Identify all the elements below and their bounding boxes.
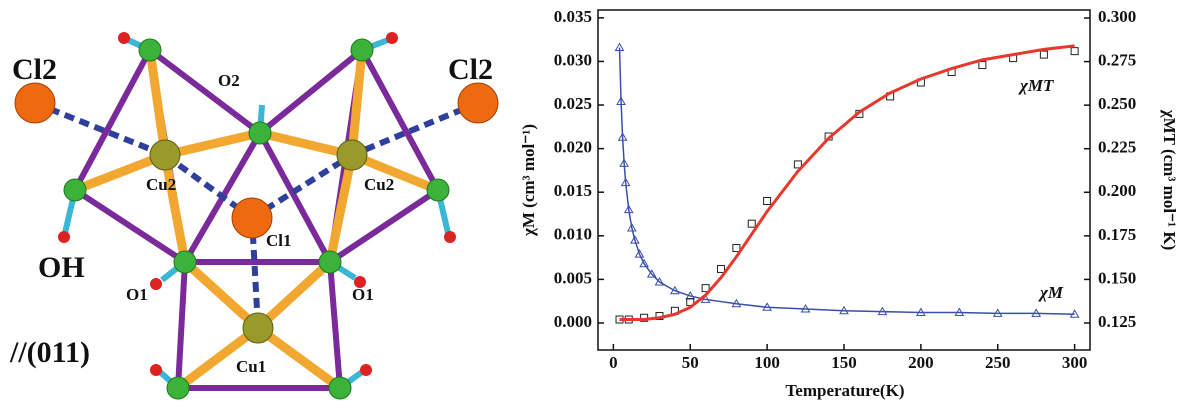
atom-label: Cl2 xyxy=(12,53,57,86)
atom-label: Cl1 xyxy=(266,231,292,250)
y2-tick-label: 0.300 xyxy=(1098,7,1136,26)
y2-tick-label: 0.275 xyxy=(1098,50,1136,69)
y2-tick-label: 0.175 xyxy=(1098,225,1136,244)
x-tick-label: 0 xyxy=(609,353,618,372)
x-tick-label: 100 xyxy=(754,353,780,372)
y2-tick-label: 0.200 xyxy=(1098,181,1136,200)
x-tick-label: 50 xyxy=(682,353,699,372)
atom-label: Cu1 xyxy=(236,357,266,376)
x-tick-label: 250 xyxy=(985,353,1011,372)
series-line xyxy=(620,46,1075,320)
y-axis-label: χM (cm³ mol⁻¹) xyxy=(519,124,538,237)
y-tick-label: 0.005 xyxy=(554,268,592,287)
y-tick-label: 0.020 xyxy=(554,138,592,157)
y-tick-label: 0.030 xyxy=(554,50,592,69)
y-tick-label: 0.000 xyxy=(554,312,592,331)
plane-label: //(011) xyxy=(9,336,90,369)
atom-label: Cu2 xyxy=(146,175,176,194)
series-label: χMT xyxy=(1018,76,1054,95)
x-tick-label: 150 xyxy=(831,353,857,372)
y-tick-label: 0.010 xyxy=(554,225,592,244)
data-point xyxy=(764,197,771,204)
data-point xyxy=(979,62,986,69)
atom-label: OH xyxy=(38,251,85,284)
data-point xyxy=(1071,48,1078,55)
y-tick-label: 0.025 xyxy=(554,94,592,113)
atom-label: O2 xyxy=(218,71,240,90)
x-tick-label: 200 xyxy=(908,353,934,372)
y2-axis-label: χMT (cm³ mol⁻¹ K) xyxy=(1160,109,1179,250)
x-tick-label: 300 xyxy=(1062,353,1088,372)
structure-diagram: Cl2 Cl2 O2 Cu2 Cu2 Cl1 OH O1 O1 Cu1 //(0… xyxy=(9,32,498,399)
atom-label: O1 xyxy=(126,285,148,304)
atom-label: Cl2 xyxy=(448,53,493,86)
chart: Temperature(K) χM (cm³ mol⁻¹) χMT (cm³ m… xyxy=(519,7,1179,400)
data-point xyxy=(748,220,755,227)
y2-tick-label: 0.225 xyxy=(1098,138,1136,157)
y2-tick-label: 0.150 xyxy=(1098,268,1136,287)
y2-tick-label: 0.125 xyxy=(1098,312,1136,331)
data-point xyxy=(718,265,725,272)
series-label: χM xyxy=(1038,283,1064,302)
atom-label: O1 xyxy=(352,285,374,304)
data-point xyxy=(1040,51,1047,58)
y-tick-label: 0.015 xyxy=(554,181,592,200)
series-line xyxy=(620,47,1075,314)
figure: Cl2 Cl2 O2 Cu2 Cu2 Cl1 OH O1 O1 Cu1 //(0… xyxy=(0,0,1190,411)
x-axis-label: Temperature(K) xyxy=(786,381,905,400)
y2-tick-label: 0.250 xyxy=(1098,94,1136,113)
y-tick-label: 0.035 xyxy=(554,7,592,26)
atom-label: Cu2 xyxy=(364,175,394,194)
